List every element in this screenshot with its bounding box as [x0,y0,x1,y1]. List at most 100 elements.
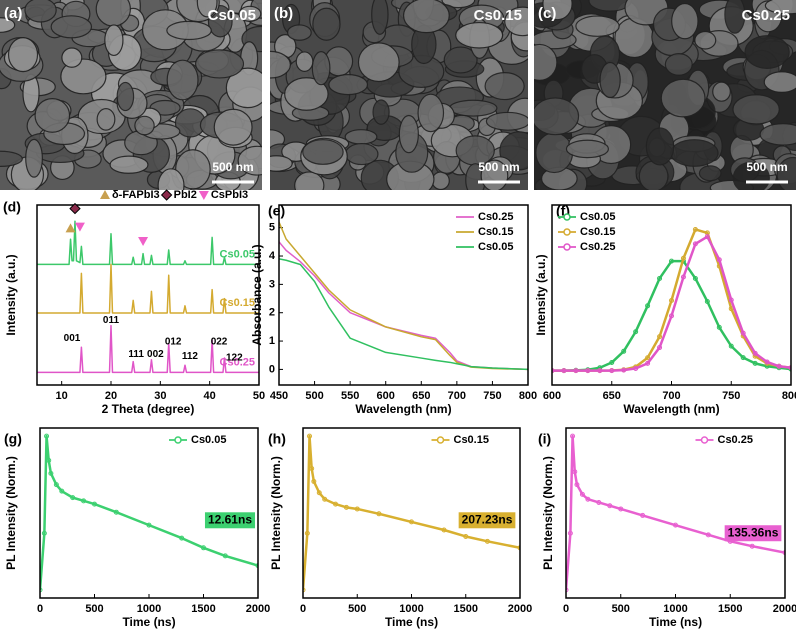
grain [645,127,675,166]
grain [698,165,722,182]
x-tick-label: 1000 [399,603,423,615]
point [680,255,686,261]
grains [0,0,262,190]
grain [764,0,796,15]
legend-label: Cs0.15 [454,434,489,446]
point [59,488,65,494]
point [572,469,578,475]
point [740,330,746,336]
panel-label: (h) [268,431,286,447]
series-label: Cs0.25 [220,356,255,368]
legend-marker [563,228,571,236]
point [484,538,490,544]
grain [671,2,699,40]
point [645,360,651,366]
x-axis-label: Time (ns) [122,615,175,629]
axes-frame [302,427,521,599]
series-line [37,263,259,314]
legend-label: Cs0.05 [191,434,226,446]
phase-marker [138,237,149,246]
grain [357,42,400,83]
x-tick-label: 750 [483,390,501,402]
grain [237,145,262,176]
point [92,501,97,507]
grain [732,94,780,125]
grain [371,0,389,35]
x-axis-label: Wavelength (nm) [355,402,451,416]
point [309,465,315,471]
x-tick-label: 30 [154,390,166,402]
grain [542,0,573,21]
point [609,368,615,374]
legend-marker [198,191,209,200]
x-tick-label: 650 [412,390,430,402]
x-tick-label: 40 [204,390,216,402]
chart: (e) 450 500 550 600 650 700 750 800 0 1 2 3 4 5 Wavelen… [250,203,537,416]
point [40,587,43,593]
legend-label: δ-FAPbI3 [112,189,160,201]
sem-image [534,0,796,190]
x-axis-label: Time (ns) [649,615,702,629]
grain [535,132,574,174]
point [585,368,591,374]
grain [213,108,253,146]
point [596,499,602,505]
y-axis-label: PL Intensity (Norm.) [4,456,18,570]
x-tick-label: 500 [612,603,630,615]
plot-area [566,433,785,593]
legend-label: Cs0.25 [580,241,615,253]
x-tick-label: 20 [105,390,117,402]
point [343,504,349,510]
x-tick-label: 650 [603,390,621,402]
phase-marker [65,223,76,233]
chart: (f)600650700750800Wavelength (nm)Intensi… [534,203,796,416]
grain [34,98,71,133]
grain [225,67,262,109]
grain [694,30,717,50]
point [517,545,520,551]
point [607,503,613,509]
point [716,257,722,263]
axes-frame [551,204,792,386]
x-tick-label: 50 [253,390,265,402]
point [441,527,447,533]
point [81,498,87,504]
legend-marker [100,190,110,199]
grain [24,0,57,23]
legend-label: CsPbI3 [211,189,248,201]
point [567,530,573,536]
grain [484,71,525,101]
peak-label: 002 [147,349,164,360]
point [409,519,414,525]
legend-label: PbI2 [174,189,197,201]
point [46,457,52,463]
point [692,275,698,281]
plot-area [279,221,528,371]
x-tick-label: 1500 [718,603,742,615]
point [579,491,585,497]
phase-marker [69,202,81,215]
point [255,563,258,569]
grain [312,7,341,41]
panel-label: (i) [538,431,551,447]
point [322,496,328,502]
panel-label: (c) [538,5,556,22]
grain [238,5,262,22]
x-tick-label: 0 [37,603,43,615]
grain [534,43,558,81]
x-tick-label: 2000 [773,603,796,615]
point [376,511,382,517]
plot-area [40,433,258,593]
grain [295,51,314,72]
grain [104,24,124,57]
y-axis-label: PL Intensity (Norm.) [541,456,555,570]
x-tick-label: 800 [782,390,796,402]
point [304,530,310,536]
grain [328,74,369,96]
point [570,433,576,439]
legend-marker [436,436,445,444]
peak-label: 022 [211,336,228,347]
grain [0,17,16,33]
x-tick-label: 1500 [454,603,478,615]
point [618,506,624,512]
